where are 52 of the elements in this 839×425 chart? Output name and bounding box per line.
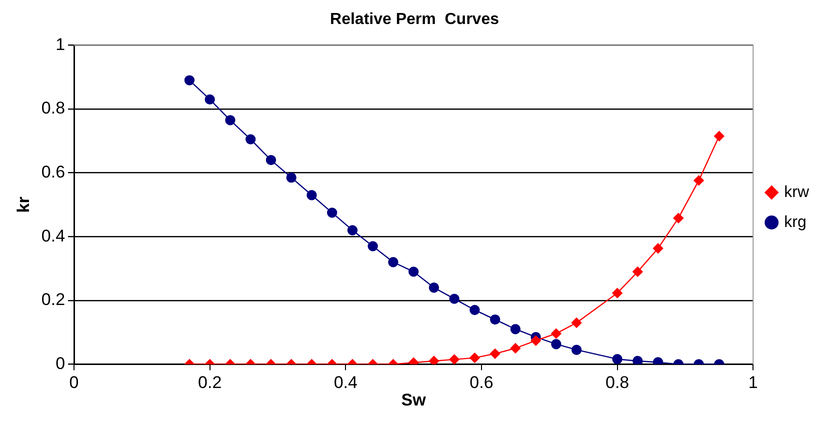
y-tick-label: 0.8: [41, 98, 66, 118]
point: [571, 318, 582, 328]
point: [673, 213, 684, 224]
point: [510, 324, 521, 334]
x-axis-title: Sw: [401, 390, 427, 410]
point: [347, 225, 358, 236]
x-tick-label: 1: [748, 373, 758, 392]
point: [449, 294, 460, 304]
legend-label: krg: [784, 214, 806, 231]
chart-title: Relative Perm Curves: [330, 11, 500, 28]
point: [571, 344, 582, 355]
y-tick-label: 0.4: [41, 226, 66, 246]
point: [428, 282, 440, 293]
x-tick-label: 0.6: [470, 373, 494, 392]
point: [225, 115, 236, 126]
point: [286, 172, 296, 183]
point: [470, 352, 480, 363]
y-tick-label: 0.6: [41, 162, 66, 182]
y-axis-title: kr: [14, 196, 33, 213]
point: [449, 354, 460, 364]
y-tick-label: 0: [56, 354, 66, 373]
point: [551, 339, 562, 350]
point: [490, 314, 500, 325]
y-tick-label: 0.2: [41, 290, 66, 310]
point: [204, 94, 215, 105]
x-tick-label: 0: [69, 373, 79, 392]
y-tick-label: 1: [56, 34, 66, 54]
point: [652, 243, 664, 254]
point: [530, 335, 541, 346]
point: [551, 328, 562, 339]
point: [632, 266, 643, 277]
x-tick-label: 0.4: [334, 373, 358, 392]
point: [612, 288, 622, 298]
point: [306, 190, 317, 200]
point: [510, 343, 521, 354]
point: [694, 175, 704, 186]
point: [245, 134, 256, 144]
point: [266, 154, 276, 166]
point: [368, 241, 378, 252]
point: [470, 304, 480, 316]
point: [184, 75, 195, 86]
point: [326, 208, 338, 218]
point: [490, 348, 500, 359]
point: [632, 356, 643, 364]
point: [714, 131, 724, 142]
point: [428, 356, 440, 364]
legend-label: krw: [784, 184, 810, 201]
point: [408, 266, 419, 277]
x-tick-label: 0.2: [198, 373, 222, 392]
point: [388, 257, 398, 268]
point: [612, 354, 622, 364]
x-tick-label: 0.8: [605, 373, 630, 392]
